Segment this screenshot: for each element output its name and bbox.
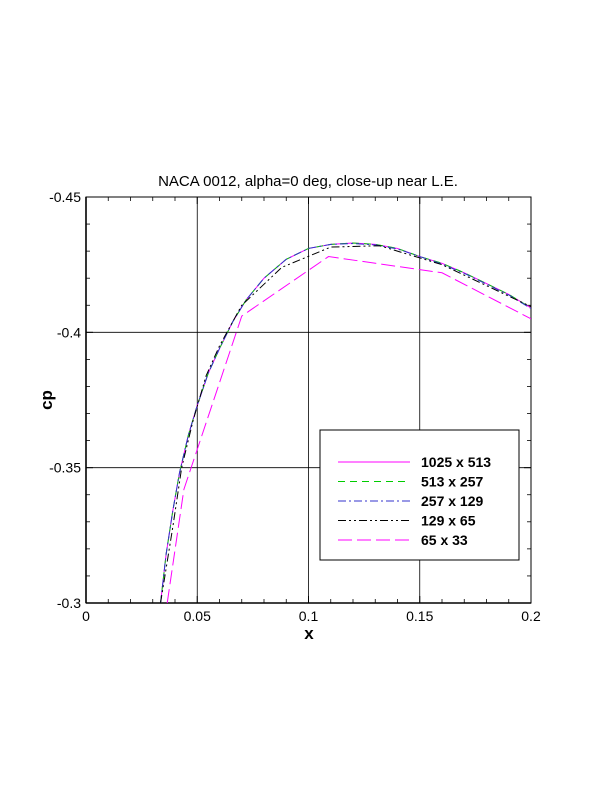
x-tick-label: 0.15 — [406, 608, 433, 624]
x-tick-label: 0 — [82, 608, 90, 624]
x-tick-label: 0.05 — [184, 608, 211, 624]
series-group — [160, 242, 531, 603]
series-line-4 — [160, 245, 531, 603]
legend: 1025 x 513 513 x 257 257 x 129 129 x 65 65 x… — [319, 429, 520, 561]
x-axis-label: x — [304, 624, 314, 643]
y-tick-label: -0.4 — [57, 324, 81, 340]
y-tick-labels: -0.3 -0.35 -0.4 -0.45 — [49, 189, 81, 611]
y-tick-label: -0.35 — [49, 460, 81, 476]
ticks — [85, 196, 532, 604]
x-tick-label: 0.1 — [299, 608, 319, 624]
legend-label-2: 513 x 257 — [421, 474, 483, 490]
chart-title: NACA 0012, alpha=0 deg, close-up near L.… — [158, 173, 458, 190]
legend-label-3: 257 x 129 — [421, 493, 483, 509]
legend-label-5: 65 x 33 — [421, 532, 468, 548]
y-tick-label: -0.45 — [49, 189, 81, 205]
x-tick-label: 0.2 — [521, 608, 541, 624]
series-line-5 — [166, 256, 531, 603]
legend-label-1: 1025 x 513 — [421, 454, 491, 470]
legend-box — [319, 429, 520, 561]
x-tick-labels: 0 0.05 0.1 0.15 0.2 — [82, 608, 541, 624]
series-line-3 — [160, 243, 531, 603]
y-axis-label: cp — [37, 390, 56, 410]
y-tick-label: -0.3 — [57, 595, 81, 611]
legend-label-4: 129 x 65 — [421, 513, 476, 529]
